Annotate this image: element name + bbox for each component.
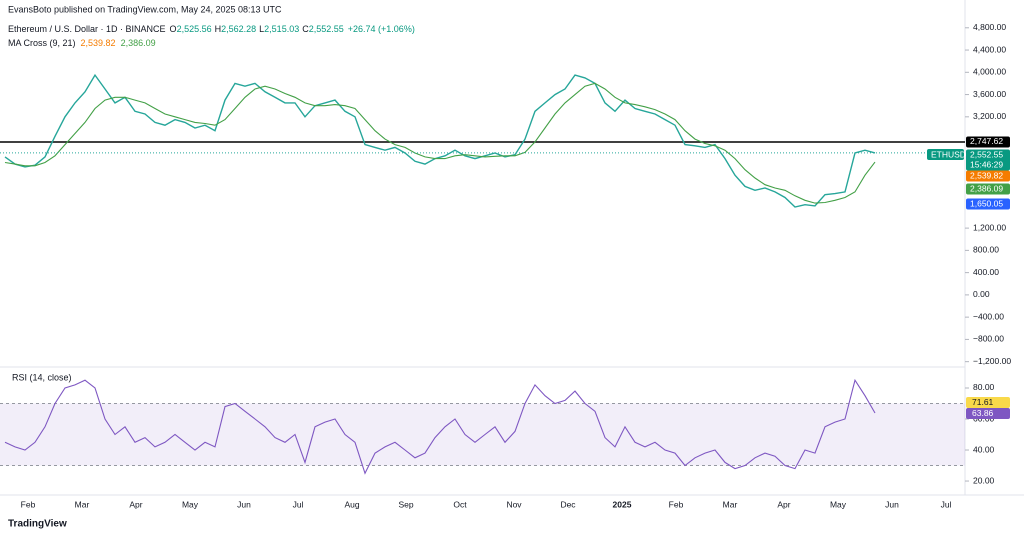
- y-tick-label: 0.00: [973, 289, 990, 299]
- x-tick-label: Oct: [453, 499, 467, 509]
- x-tick-label: May: [182, 499, 199, 509]
- hline-label: 2,747.62: [970, 136, 1003, 146]
- value-label: 71.61: [972, 397, 994, 407]
- ohlc-value: 2,525.56: [177, 24, 212, 34]
- ohlc-key: O: [170, 24, 177, 34]
- ma-fast-label-box: [966, 170, 1010, 182]
- ohlc-key: C: [302, 24, 309, 34]
- x-tick-label: Aug: [344, 499, 359, 509]
- ma-fast-label: 2,539.82: [970, 170, 1003, 180]
- y-tick-label: 3,600.00: [973, 89, 1006, 99]
- ma-slow-label: 2,386.09: [970, 183, 1003, 193]
- value-label: 63.86: [972, 408, 994, 418]
- series-line: [4, 378, 876, 475]
- last-price-label: 15:46:29: [970, 159, 1003, 169]
- y-tick-label: 800.00: [973, 245, 999, 255]
- series-line: [4, 73, 876, 208]
- indicator: MA Cross (9, 21): [8, 38, 76, 48]
- x-tick-label: Dec: [560, 499, 576, 509]
- ohlc-value: 2,515.03: [264, 24, 299, 34]
- y-tick-label: 4,400.00: [973, 44, 1006, 54]
- hline-label-box: [966, 136, 1010, 148]
- y-tick-label: 80.00: [973, 382, 995, 392]
- indicator-line: MA Cross (9, 21) 2,539.82 2,386.09: [8, 38, 156, 48]
- x-tick-label: Mar: [723, 499, 738, 509]
- y-tick-label: 20.00: [973, 475, 995, 485]
- low-label: 1,650.05: [970, 198, 1003, 208]
- rsi-band: [0, 403, 965, 466]
- x-tick-label: 2025: [613, 499, 632, 509]
- y-tick-label: 40.00: [973, 444, 995, 454]
- x-tick-label: Jul: [941, 499, 952, 509]
- y-tick-label: −400.00: [973, 311, 1004, 321]
- value-label-box: [966, 408, 1010, 419]
- value-label-box: [966, 397, 1010, 408]
- last-price-label: 2,552.55: [970, 149, 1003, 159]
- low-label-box: [966, 198, 1010, 210]
- y-tick-label: 3,200.00: [973, 111, 1006, 121]
- symbol-box: [927, 149, 964, 160]
- x-tick-label: May: [830, 499, 847, 509]
- y-tick-label: 400.00: [973, 267, 999, 277]
- publisher: EvansBoto published on TradingView.com, …: [8, 4, 282, 14]
- x-tick-label: Jun: [237, 499, 251, 509]
- x-tick-label: Sep: [398, 499, 413, 509]
- change: +26.74 (+1.06%): [348, 24, 415, 34]
- rsi-title: RSI (14, close): [12, 372, 72, 382]
- last-price-label-box: [966, 149, 1010, 171]
- ohlc-key: L: [259, 24, 264, 34]
- x-tick-label: Mar: [75, 499, 90, 509]
- x-tick-label: Apr: [129, 499, 142, 509]
- indicator-value: 2,539.82: [81, 38, 116, 48]
- x-tick-label: Feb: [669, 499, 684, 509]
- indicator-value: 2,386.09: [121, 38, 156, 48]
- ohlc-value: 2,552.55: [309, 24, 344, 34]
- x-tick-label: Jun: [885, 499, 899, 509]
- y-tick-label: −800.00: [973, 334, 1004, 344]
- ma-slow-label-box: [966, 183, 1010, 195]
- series-line: [4, 82, 876, 204]
- footer-logo: TradingView: [8, 519, 67, 530]
- y-tick-label: 1,200.00: [973, 222, 1006, 232]
- ohlc-key: H: [215, 24, 222, 34]
- x-tick-label: Jul: [293, 499, 304, 509]
- x-tick-label: Apr: [777, 499, 790, 509]
- x-tick-label: Nov: [506, 499, 522, 509]
- ohlc-value: 2,562.28: [221, 24, 256, 34]
- y-tick-label: −1,200.00: [973, 356, 1011, 366]
- symbol-label: ETHUSD: [931, 149, 966, 159]
- x-tick-label: Feb: [21, 499, 36, 509]
- symbol: Ethereum / U.S. Dollar · 1D · BINANCE: [8, 24, 166, 34]
- symbol-line: Ethereum / U.S. Dollar · 1D · BINANCE O2,…: [8, 24, 415, 34]
- y-tick-label: 4,000.00: [973, 67, 1006, 77]
- y-tick-label: 4,800.00: [973, 22, 1006, 32]
